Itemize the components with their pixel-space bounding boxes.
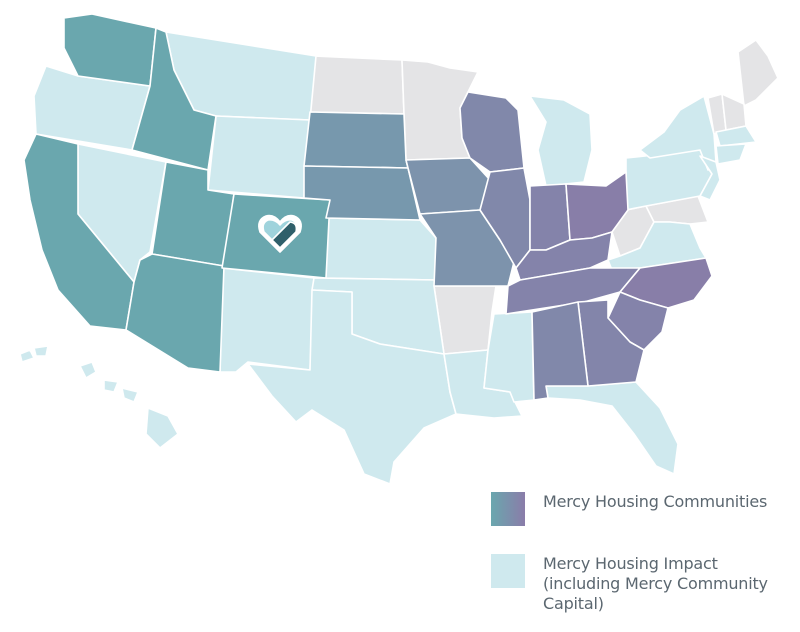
state-idaho <box>131 27 217 171</box>
state-iowa <box>405 157 491 215</box>
state-michigan <box>529 95 593 187</box>
state-california <box>23 133 135 331</box>
state-washington <box>63 13 157 87</box>
state-new-jersey <box>699 155 721 201</box>
impact-label: Mercy Housing Impact (including Mercy Co… <box>543 554 768 613</box>
state-florida <box>545 381 679 475</box>
heart-logo-icon <box>258 214 302 253</box>
state-arizona <box>125 253 225 373</box>
state-indiana <box>529 183 571 251</box>
state-new-mexico <box>219 267 315 373</box>
state-kansas <box>323 217 437 281</box>
state-maine <box>737 39 779 107</box>
state-alaska-hawaii-islands <box>19 345 179 449</box>
state-virginia <box>607 221 707 271</box>
state-wyoming <box>207 115 311 199</box>
state-connecticut-ri <box>715 143 747 165</box>
communities-swatch <box>491 492 525 526</box>
impact-swatch <box>491 554 525 588</box>
state-new-hampshire <box>721 93 747 131</box>
state-massachusetts <box>715 125 757 147</box>
state-texas <box>247 289 457 485</box>
legend-item-communities: Mercy Housing Communities <box>491 492 767 526</box>
state-mississippi <box>483 311 535 403</box>
state-alabama <box>531 301 589 401</box>
state-north-dakota <box>309 55 405 115</box>
state-south-dakota <box>303 111 409 169</box>
state-georgia <box>577 299 645 387</box>
state-new-york <box>639 95 717 171</box>
communities-label: Mercy Housing Communities <box>543 492 768 511</box>
legend-item-impact: Mercy Housing Impact (including Mercy Co… <box>491 554 768 614</box>
